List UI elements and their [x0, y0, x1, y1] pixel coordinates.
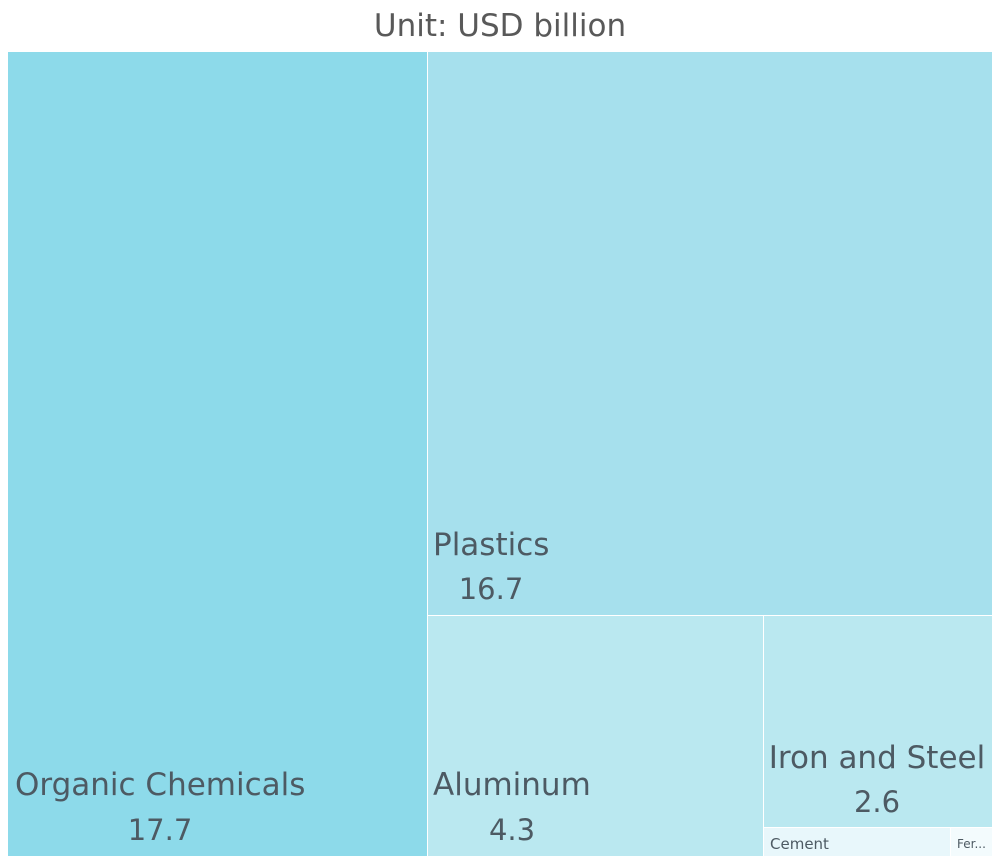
- tile-name-aluminum: Aluminum: [433, 767, 591, 803]
- tile-organic-chemicals[interactable]: Organic Chemicals 17.7: [8, 52, 427, 856]
- tile-rect-cement[interactable]: [764, 828, 950, 856]
- tile-rect-organic-chemicals[interactable]: [8, 52, 427, 856]
- tile-rect-plastics[interactable]: [428, 52, 992, 615]
- tile-name-organic-chemicals: Organic Chemicals: [15, 767, 305, 803]
- tile-value-aluminum: 4.3: [489, 813, 535, 847]
- tile-rect-iron-and-steel[interactable]: [764, 616, 992, 827]
- tile-cement[interactable]: Cement: [764, 828, 950, 856]
- tile-name-cement: Cement: [770, 835, 829, 853]
- tile-aluminum[interactable]: Aluminum 4.3: [428, 616, 763, 856]
- tile-name-plastics: Plastics: [433, 527, 549, 563]
- tile-name-ferrous: Fer...: [957, 837, 986, 851]
- tile-iron-and-steel[interactable]: Iron and Steel 2.6: [764, 616, 992, 827]
- tile-value-iron-and-steel: 2.6: [854, 785, 900, 819]
- tile-value-plastics: 16.7: [459, 572, 524, 606]
- chart-title: Unit: USD billion: [373, 8, 627, 44]
- tile-value-organic-chemicals: 17.7: [128, 813, 193, 847]
- tile-rect-ferrous[interactable]: [951, 828, 992, 856]
- tile-rect-aluminum[interactable]: [428, 616, 763, 856]
- tile-name-iron-and-steel: Iron and Steel: [769, 740, 985, 776]
- tile-plastics[interactable]: Plastics 16.7: [428, 52, 992, 615]
- tile-ferrous[interactable]: Fer...: [951, 828, 992, 856]
